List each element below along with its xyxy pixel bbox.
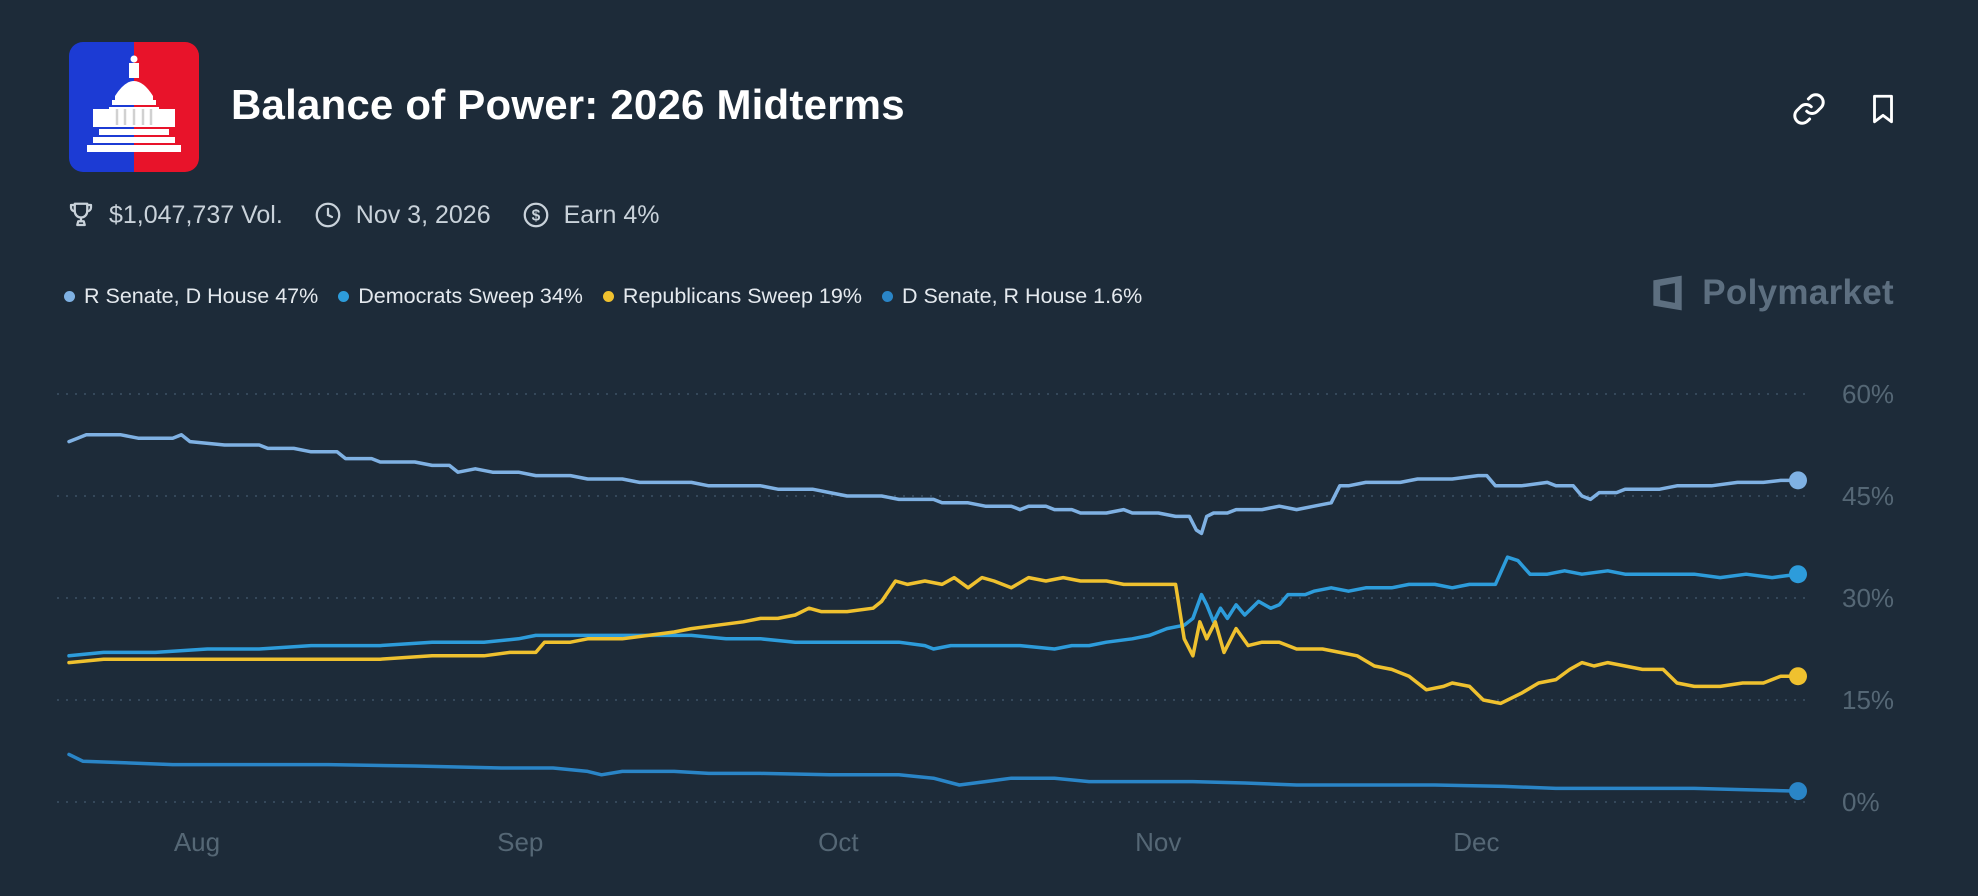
earn-value: Earn 4% <box>563 200 660 229</box>
x-axis-label: Oct <box>818 827 859 857</box>
bookmark-icon <box>1873 94 1893 124</box>
series-endpoint-2 <box>1789 667 1807 686</box>
x-axis-label: Aug <box>174 827 220 857</box>
polymarket-brand[interactable]: Polymarket <box>1646 272 1894 314</box>
stats-row: $1,047,737 Vol. Nov 3, 2026 $ Earn 4% <box>66 200 660 230</box>
series-line-3 <box>67 752 1800 793</box>
volume-value: $1,047,737 Vol. <box>109 200 283 229</box>
y-axis-label: 45% <box>1842 481 1894 511</box>
series-endpoint-1 <box>1789 565 1807 584</box>
legend-item-3[interactable]: D Senate, R House 1.6% <box>881 284 1143 309</box>
series-endpoint-3 <box>1789 782 1807 801</box>
bookmark-button[interactable] <box>1864 90 1902 128</box>
copy-link-button[interactable] <box>1790 90 1828 128</box>
legend-dot <box>64 291 75 302</box>
market-title[interactable]: Balance of Power: 2026 Midterms <box>231 81 905 128</box>
legend-label: Republicans Sweep 19% <box>622 284 862 308</box>
legend-item-1[interactable]: Democrats Sweep 34% <box>338 284 583 309</box>
series-line-2 <box>67 575 1800 706</box>
x-axis-label: Dec <box>1453 827 1499 857</box>
link-icon <box>1793 93 1825 125</box>
legend-dot <box>338 291 350 302</box>
volume-stat: $1,047,737 Vol. <box>66 200 283 230</box>
series-endpoint-0 <box>1789 471 1807 490</box>
y-axis-label: 15% <box>1842 685 1894 715</box>
earn-stat[interactable]: $ Earn 4% <box>521 200 660 230</box>
y-axis-label: 0% <box>1842 787 1880 817</box>
polymarket-wordmark: Polymarket <box>1702 273 1894 312</box>
market-image[interactable] <box>69 42 199 172</box>
legend-item-0[interactable]: R Senate, D House 47% <box>64 284 318 309</box>
end-date-stat: Nov 3, 2026 <box>313 200 491 230</box>
legend-item-2[interactable]: Republicans Sweep 19% <box>602 284 862 309</box>
svg-text:$: $ <box>531 208 540 225</box>
legend-dot <box>881 291 893 302</box>
series-line-0 <box>67 433 1800 536</box>
polymarket-logo-icon <box>1653 275 1682 311</box>
end-date-value: Nov 3, 2026 <box>355 200 491 229</box>
x-axis-label: Nov <box>1135 827 1181 857</box>
legend-label: Democrats Sweep 34% <box>358 284 583 308</box>
clock-icon <box>315 202 341 228</box>
legend-label: R Senate, D House 47% <box>84 284 319 308</box>
trophy-icon <box>69 202 93 227</box>
y-axis-label: 60% <box>1842 379 1894 409</box>
probability-chart: 0% 15% 30% 45% 60% Aug Sep Oct Nov Dec <box>57 379 1894 857</box>
legend-label: D Senate, R House 1.6% <box>901 284 1143 308</box>
chart-legend: R Senate, D House 47% Democrats Sweep 34%… <box>64 284 1142 309</box>
series-line-1 <box>67 555 1800 658</box>
x-axis-label: Sep <box>497 827 543 857</box>
earn-rewards-icon: $ <box>523 202 548 228</box>
legend-dot <box>602 291 614 302</box>
y-axis-label: 30% <box>1842 583 1894 613</box>
capitol-image <box>69 42 199 172</box>
header-actions <box>1790 90 1902 128</box>
